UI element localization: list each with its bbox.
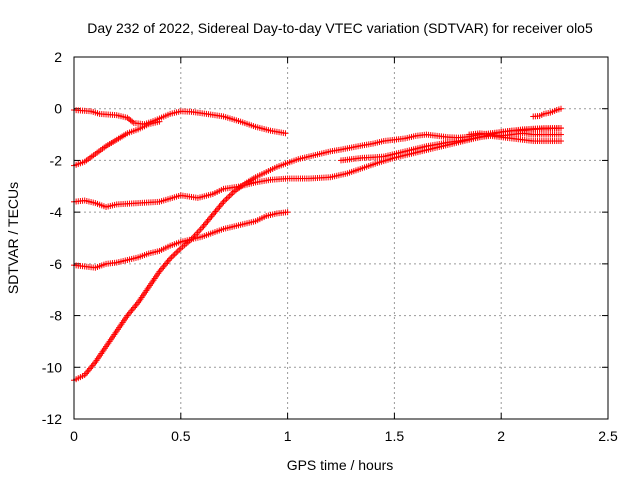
data-point bbox=[173, 249, 180, 256]
data-point bbox=[223, 195, 230, 202]
data-point bbox=[558, 105, 565, 112]
data-point bbox=[156, 118, 163, 125]
y-tick-label: -2 bbox=[50, 152, 63, 168]
y-axis-label: SDTVAR / TECUs bbox=[5, 182, 21, 294]
data-point bbox=[176, 246, 183, 253]
data-point bbox=[558, 125, 565, 132]
y-tick-label: 0 bbox=[54, 101, 62, 117]
x-tick-label: 0.5 bbox=[171, 428, 191, 444]
data-point bbox=[229, 189, 236, 196]
data-point bbox=[284, 209, 291, 216]
grid-layer bbox=[74, 57, 608, 419]
chart-title: Day 232 of 2022, Sidereal Day-to-day VTE… bbox=[87, 20, 593, 36]
x-tick-label: 2.5 bbox=[598, 428, 618, 444]
data-point bbox=[226, 192, 233, 199]
data-point bbox=[174, 248, 181, 255]
data-point bbox=[282, 130, 289, 137]
y-tick-label: 2 bbox=[54, 49, 62, 65]
data-point bbox=[171, 251, 178, 258]
data-point bbox=[558, 138, 565, 145]
data-point bbox=[222, 197, 229, 204]
y-tick-label: -10 bbox=[42, 359, 62, 375]
y-tick-label: -6 bbox=[50, 256, 63, 272]
data-point bbox=[225, 194, 232, 201]
x-tick-label: 0 bbox=[70, 428, 78, 444]
data-point bbox=[228, 191, 235, 198]
y-tick-label: -8 bbox=[50, 308, 63, 324]
y-tick-label: -12 bbox=[42, 411, 62, 427]
data-point bbox=[170, 252, 177, 259]
x-tick-label: 2 bbox=[497, 428, 505, 444]
x-axis-label: GPS time / hours bbox=[287, 457, 394, 473]
data-point bbox=[168, 254, 175, 261]
x-tick-label: 1 bbox=[284, 428, 292, 444]
plot-frame bbox=[73, 56, 609, 420]
data-point bbox=[558, 131, 565, 138]
y-tick-label: -4 bbox=[50, 204, 63, 220]
marker-layer bbox=[71, 105, 565, 384]
x-tick-label: 1.5 bbox=[385, 428, 405, 444]
